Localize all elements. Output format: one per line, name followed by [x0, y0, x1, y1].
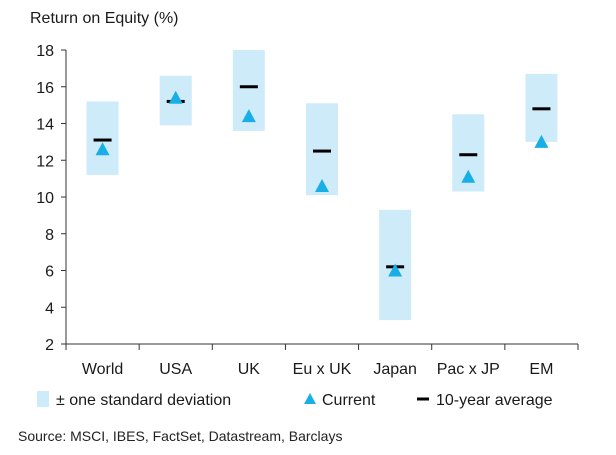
current-marker [241, 109, 256, 123]
current-marker [534, 134, 549, 148]
avg-dash [313, 149, 331, 153]
legend-band-label: ± one standard deviation [56, 392, 231, 409]
y-axis-title: Return on Equity (%) [30, 10, 179, 27]
x-tick-label: UK [238, 361, 261, 378]
y-tick-label: 6 [45, 264, 54, 281]
y-tick-label: 8 [45, 227, 54, 244]
current-marker [388, 263, 403, 277]
current-marker [461, 169, 476, 183]
avg-dash [459, 153, 478, 157]
legend-current-label: Current [322, 392, 376, 409]
x-tick-label: USA [159, 361, 192, 378]
std-dev-band [86, 101, 119, 175]
y-tick-label: 10 [36, 190, 54, 207]
x-tick-label: Eu x UK [293, 361, 352, 378]
y-tick-label: 12 [36, 153, 54, 170]
x-tick-label: Pac x JP [437, 361, 500, 378]
roe-range-chart: 2 4 6 8 10 12 14 16 18 World USA UK Eu x UK Japan Pac … [36, 43, 579, 409]
current-marker [168, 90, 183, 104]
source-note: Source: MSCI, IBES, FactSet, Datastream,… [18, 428, 343, 444]
y-tick-label: 18 [36, 43, 54, 60]
legend-avg-label: 10-year average [436, 392, 553, 409]
x-tick-label: World [82, 361, 124, 378]
legend-current-swatch [304, 393, 316, 404]
legend-avg-swatch [417, 397, 429, 401]
y-tick-label: 14 [36, 117, 54, 134]
avg-dash [239, 85, 258, 89]
y-tick-label: 4 [45, 300, 54, 317]
x-tick-label: EM [529, 361, 553, 378]
y-tick-label: 2 [45, 337, 54, 354]
y-tick-label: 16 [36, 80, 54, 97]
avg-dash [93, 138, 112, 142]
avg-dash [532, 107, 551, 111]
current-marker [315, 178, 329, 192]
current-marker [95, 142, 110, 156]
legend-band-swatch [37, 391, 49, 407]
x-tick-label: Japan [373, 361, 417, 378]
